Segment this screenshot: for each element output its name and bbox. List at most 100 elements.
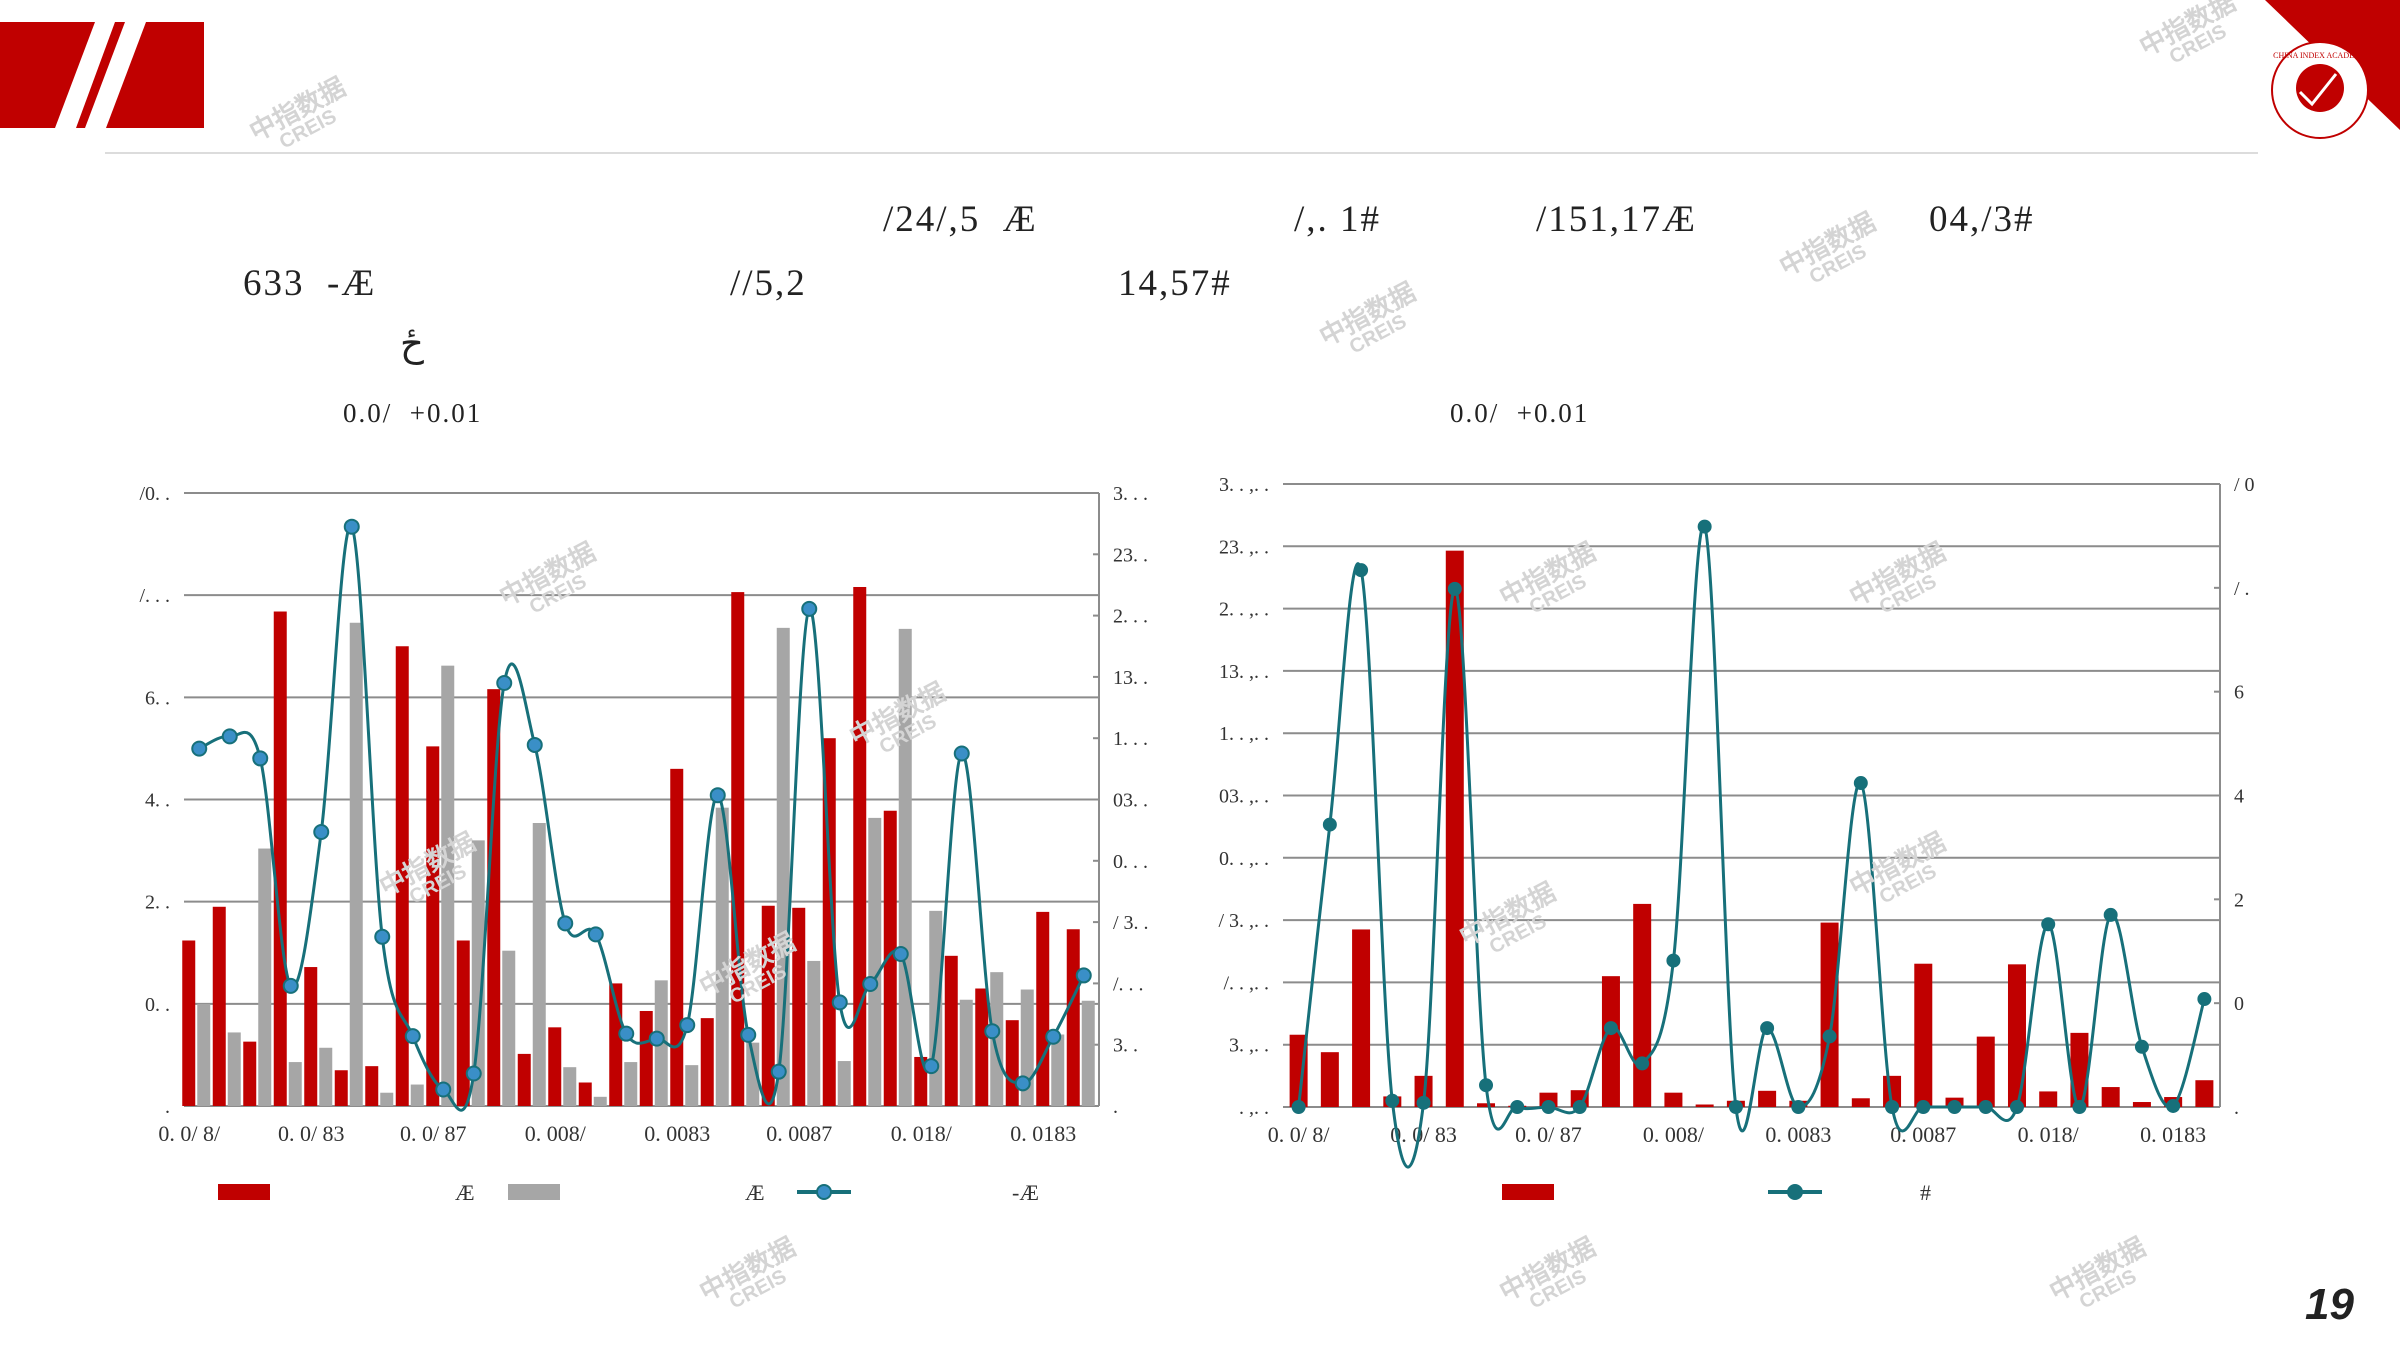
left-axis-tick-label: 03. ,. . [1219, 786, 1269, 808]
bar [761, 905, 775, 1106]
header-text: ځ [400, 324, 424, 365]
bar [731, 592, 745, 1106]
line-point [1947, 1100, 1962, 1114]
right-axis-tick-label: 0 [2234, 993, 2244, 1015]
line-point [740, 1026, 757, 1043]
line-point [1354, 563, 1369, 578]
line-point [374, 928, 391, 945]
left-axis-tick-label: . ,. . [1239, 1097, 1269, 1119]
line-point [435, 1081, 452, 1098]
bar [441, 665, 455, 1106]
line-point [831, 994, 848, 1011]
bar [349, 622, 363, 1106]
right-axis-tick-label: / . [2234, 578, 2250, 600]
x-axis-tick-label: 0. 008/ [1643, 1122, 1705, 1147]
header-divider [105, 152, 2258, 154]
china-index-academy-logo: CHINA INDEX ACADEMY [2265, 0, 2400, 139]
x-axis-tick-label: 0. 0087 [766, 1121, 832, 1146]
chart-left: . 0. . 2. . 4. . 6. . /. . . /0. .. 3. . /. . . /… [139, 483, 1148, 1205]
line-point [1572, 1100, 1587, 1114]
line-point [1916, 1100, 1931, 1114]
line-point [2197, 992, 2212, 1007]
left-axis-tick-label: 13. ,. . [1219, 661, 1269, 683]
bar [959, 999, 973, 1106]
x-axis-tick-label: 0. 0/ 87 [1515, 1122, 1582, 1147]
bar [639, 1010, 653, 1106]
line-point [191, 740, 208, 757]
line-point [892, 945, 909, 962]
left-axis-tick-label: /. . . [139, 585, 170, 607]
x-axis-tick-label: 0. 0083 [644, 1121, 710, 1146]
bar [593, 1096, 607, 1106]
bar [929, 910, 943, 1106]
line-series [1297, 524, 2206, 1169]
line-point [1791, 1100, 1806, 1114]
bar [197, 1003, 211, 1106]
line-point [557, 915, 574, 932]
bar [1633, 903, 1652, 1107]
bar [273, 611, 287, 1106]
x-axis-tick-label: 0. 0183 [2140, 1122, 2206, 1147]
bar [1036, 911, 1050, 1106]
bar [853, 586, 867, 1106]
bar [624, 1062, 638, 1106]
bar [898, 628, 912, 1106]
right-axis-tick-label: 4 [2234, 786, 2244, 808]
bar [1914, 963, 1933, 1107]
line-point [709, 787, 726, 804]
bar [792, 907, 806, 1106]
line-point [221, 728, 238, 745]
x-axis-tick-label: 0. 0083 [1765, 1122, 1831, 1147]
bar [532, 822, 546, 1106]
line-point [1045, 1028, 1062, 1045]
bar [837, 1061, 851, 1106]
line-point [1885, 1100, 1900, 1114]
bar [1976, 1036, 1995, 1107]
right-axis-tick-label: 03. . [1113, 790, 1148, 812]
bar [1081, 1000, 1095, 1106]
chart-title-right: 0.0/ +0.01 [1450, 398, 1590, 428]
bar [288, 1062, 302, 1106]
bar [670, 768, 684, 1106]
bar [1445, 550, 1464, 1107]
bar [243, 1041, 257, 1106]
x-axis-tick-label: 0. 008/ [525, 1121, 587, 1146]
line-point [1479, 1078, 1494, 1093]
legend-label: Æ [745, 1180, 765, 1205]
bar [258, 848, 272, 1106]
right-axis-tick-label: . [2234, 1097, 2239, 1119]
bar [807, 960, 821, 1106]
watermark-en: CREIS [725, 1265, 791, 1314]
line-point [1603, 1021, 1618, 1036]
right-axis-tick-label: 3. . . [1113, 483, 1148, 505]
line-point [1822, 1029, 1837, 1044]
line-point [282, 977, 299, 994]
right-axis-tick-label: 2 [2234, 889, 2244, 911]
bar [182, 940, 196, 1106]
line-point [648, 1030, 665, 1047]
bar [365, 1066, 379, 1106]
header-text: 633 -Æ [243, 263, 377, 304]
left-axis-tick-label: 1. . ,. . [1219, 723, 1269, 745]
left-axis-tick-label: /. . ,. . [1223, 972, 1269, 994]
left-axis-tick-label: 3. ,. . [1229, 1035, 1269, 1057]
bar [227, 1032, 241, 1106]
header-text: /24/,5 Æ [883, 199, 1038, 240]
line-point [496, 675, 513, 692]
legend-line-marker [816, 1184, 832, 1200]
bar [1851, 1098, 1870, 1107]
bar [456, 940, 470, 1106]
x-axis-tick-label: 0. 018/ [2018, 1122, 2080, 1147]
bar [578, 1082, 592, 1106]
line-point [1697, 519, 1712, 534]
bar [700, 1018, 714, 1106]
bar [517, 1053, 531, 1106]
line-point [953, 745, 970, 762]
line-point [2009, 1100, 2024, 1114]
line-point [1322, 817, 1337, 832]
right-axis-tick-label: 6 [2234, 682, 2244, 704]
line-point [923, 1058, 940, 1075]
bar [1477, 1103, 1496, 1107]
right-axis-tick-label: . [1113, 1096, 1118, 1118]
legend-label: Æ [455, 1180, 475, 1205]
